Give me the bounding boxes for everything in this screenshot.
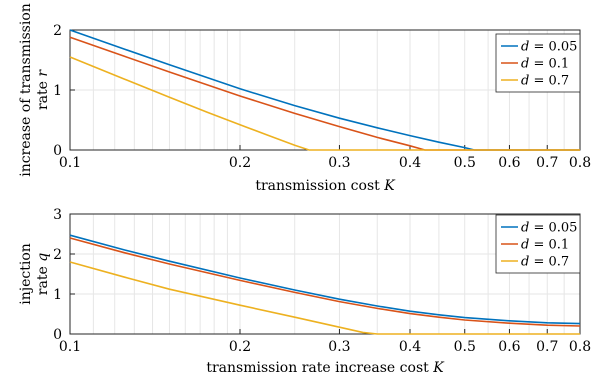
legend-entry-1: d = 0.05	[521, 40, 577, 55]
x-tick-label: 0.3	[328, 155, 350, 171]
y-axis-label-line2: rate q	[35, 253, 51, 295]
x-tick-label: 0.8	[569, 339, 591, 355]
x-axis-label: transmission rate increase cost K	[206, 360, 445, 376]
y-tick-label: 0	[53, 143, 62, 159]
legend-entry-2: d = 0.1	[521, 57, 569, 72]
y-tick-label: 1	[53, 287, 62, 303]
x-tick-label: 0.6	[498, 155, 520, 171]
legend-entry-3: d = 0.7	[521, 255, 569, 270]
chart-2: 0.1 0.2 0.3 0.4 0.5 0.6 0.7 0.8 0 1 2 3 transmission…	[18, 207, 591, 376]
x-tick-label: 0.1	[59, 339, 81, 355]
x-tick-label: 0.2	[229, 155, 251, 171]
chart-1: 0.1 0.2 0.3 0.4 0.5 0.6 0.7 0.8 0 1 2 transmission …	[18, 3, 591, 194]
x-tick-label: 0.5	[454, 339, 476, 355]
x-tick-label: 0.3	[328, 339, 350, 355]
x-tick-label: 0.7	[536, 155, 558, 171]
y-tick-label: 2	[53, 23, 62, 39]
axes-box	[69, 213, 581, 335]
x-tick-label: 0.1	[59, 155, 81, 171]
y-tick-label: 0	[53, 327, 62, 343]
series-line-2	[69, 237, 581, 327]
y-axis-label-line2: rate r	[35, 69, 51, 110]
series-line-3	[69, 56, 580, 151]
legend: d = 0.05 d = 0.1 d = 0.7	[495, 33, 581, 93]
legend-entry-3: d = 0.7	[521, 74, 569, 89]
y-axis-label-line1: injection	[18, 243, 34, 305]
series-line-3	[69, 261, 580, 335]
x-tick-label: 0.7	[536, 339, 558, 355]
x-tick-label: 0.8	[569, 155, 591, 171]
legend: d = 0.05 d = 0.1 d = 0.7	[495, 214, 581, 274]
y-tick-label: 3	[53, 207, 62, 223]
y-tick-label: 2	[53, 247, 62, 263]
legend-entry-2: d = 0.1	[521, 238, 569, 253]
y-tick-label: 1	[53, 83, 62, 99]
x-tick-label: 0.5	[454, 155, 476, 171]
x-tick-label: 0.4	[399, 339, 421, 355]
legend-entry-1: d = 0.05	[521, 221, 577, 236]
x-axis-label: transmission cost K	[255, 178, 396, 194]
series-line-1	[69, 234, 581, 325]
x-tick-label: 0.6	[498, 339, 520, 355]
x-tick-label: 0.2	[229, 339, 251, 355]
x-tick-label: 0.4	[399, 155, 421, 171]
y-axis-label-line1: increase of transmission	[18, 3, 34, 177]
